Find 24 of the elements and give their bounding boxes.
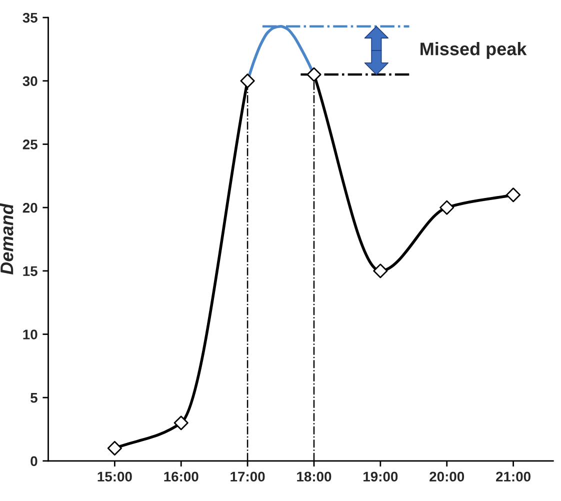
point	[107, 440, 122, 456]
point	[174, 416, 188, 430]
point	[440, 200, 454, 215]
x-tick-label: 21:00	[496, 472, 530, 482]
x-tick-label: 19:00	[364, 472, 398, 482]
x-tick-label: 16:00	[164, 472, 198, 482]
point	[240, 74, 255, 88]
y-tick-label: 0	[30, 456, 38, 466]
y-tick-label: 20	[22, 202, 38, 213]
point	[373, 264, 388, 278]
y-tick-label: 30	[22, 76, 38, 86]
y-tick-label: 25	[22, 140, 38, 150]
point	[506, 188, 521, 202]
point	[306, 67, 322, 82]
y-tick-label: 35	[22, 12, 38, 23]
y-axis-title: Demand	[0, 203, 14, 275]
x-tick-label: 15:00	[98, 472, 132, 482]
x-tick-label: 18:00	[297, 472, 332, 482]
y-tick-label: 5	[30, 393, 38, 403]
x-tick-label: 17:00	[230, 472, 265, 482]
x-tick-label: 20:00	[430, 472, 464, 482]
y-tick-label: 15	[23, 266, 38, 276]
annotation: Missed peak	[420, 42, 527, 59]
y-tick-label: 10	[23, 330, 38, 340]
